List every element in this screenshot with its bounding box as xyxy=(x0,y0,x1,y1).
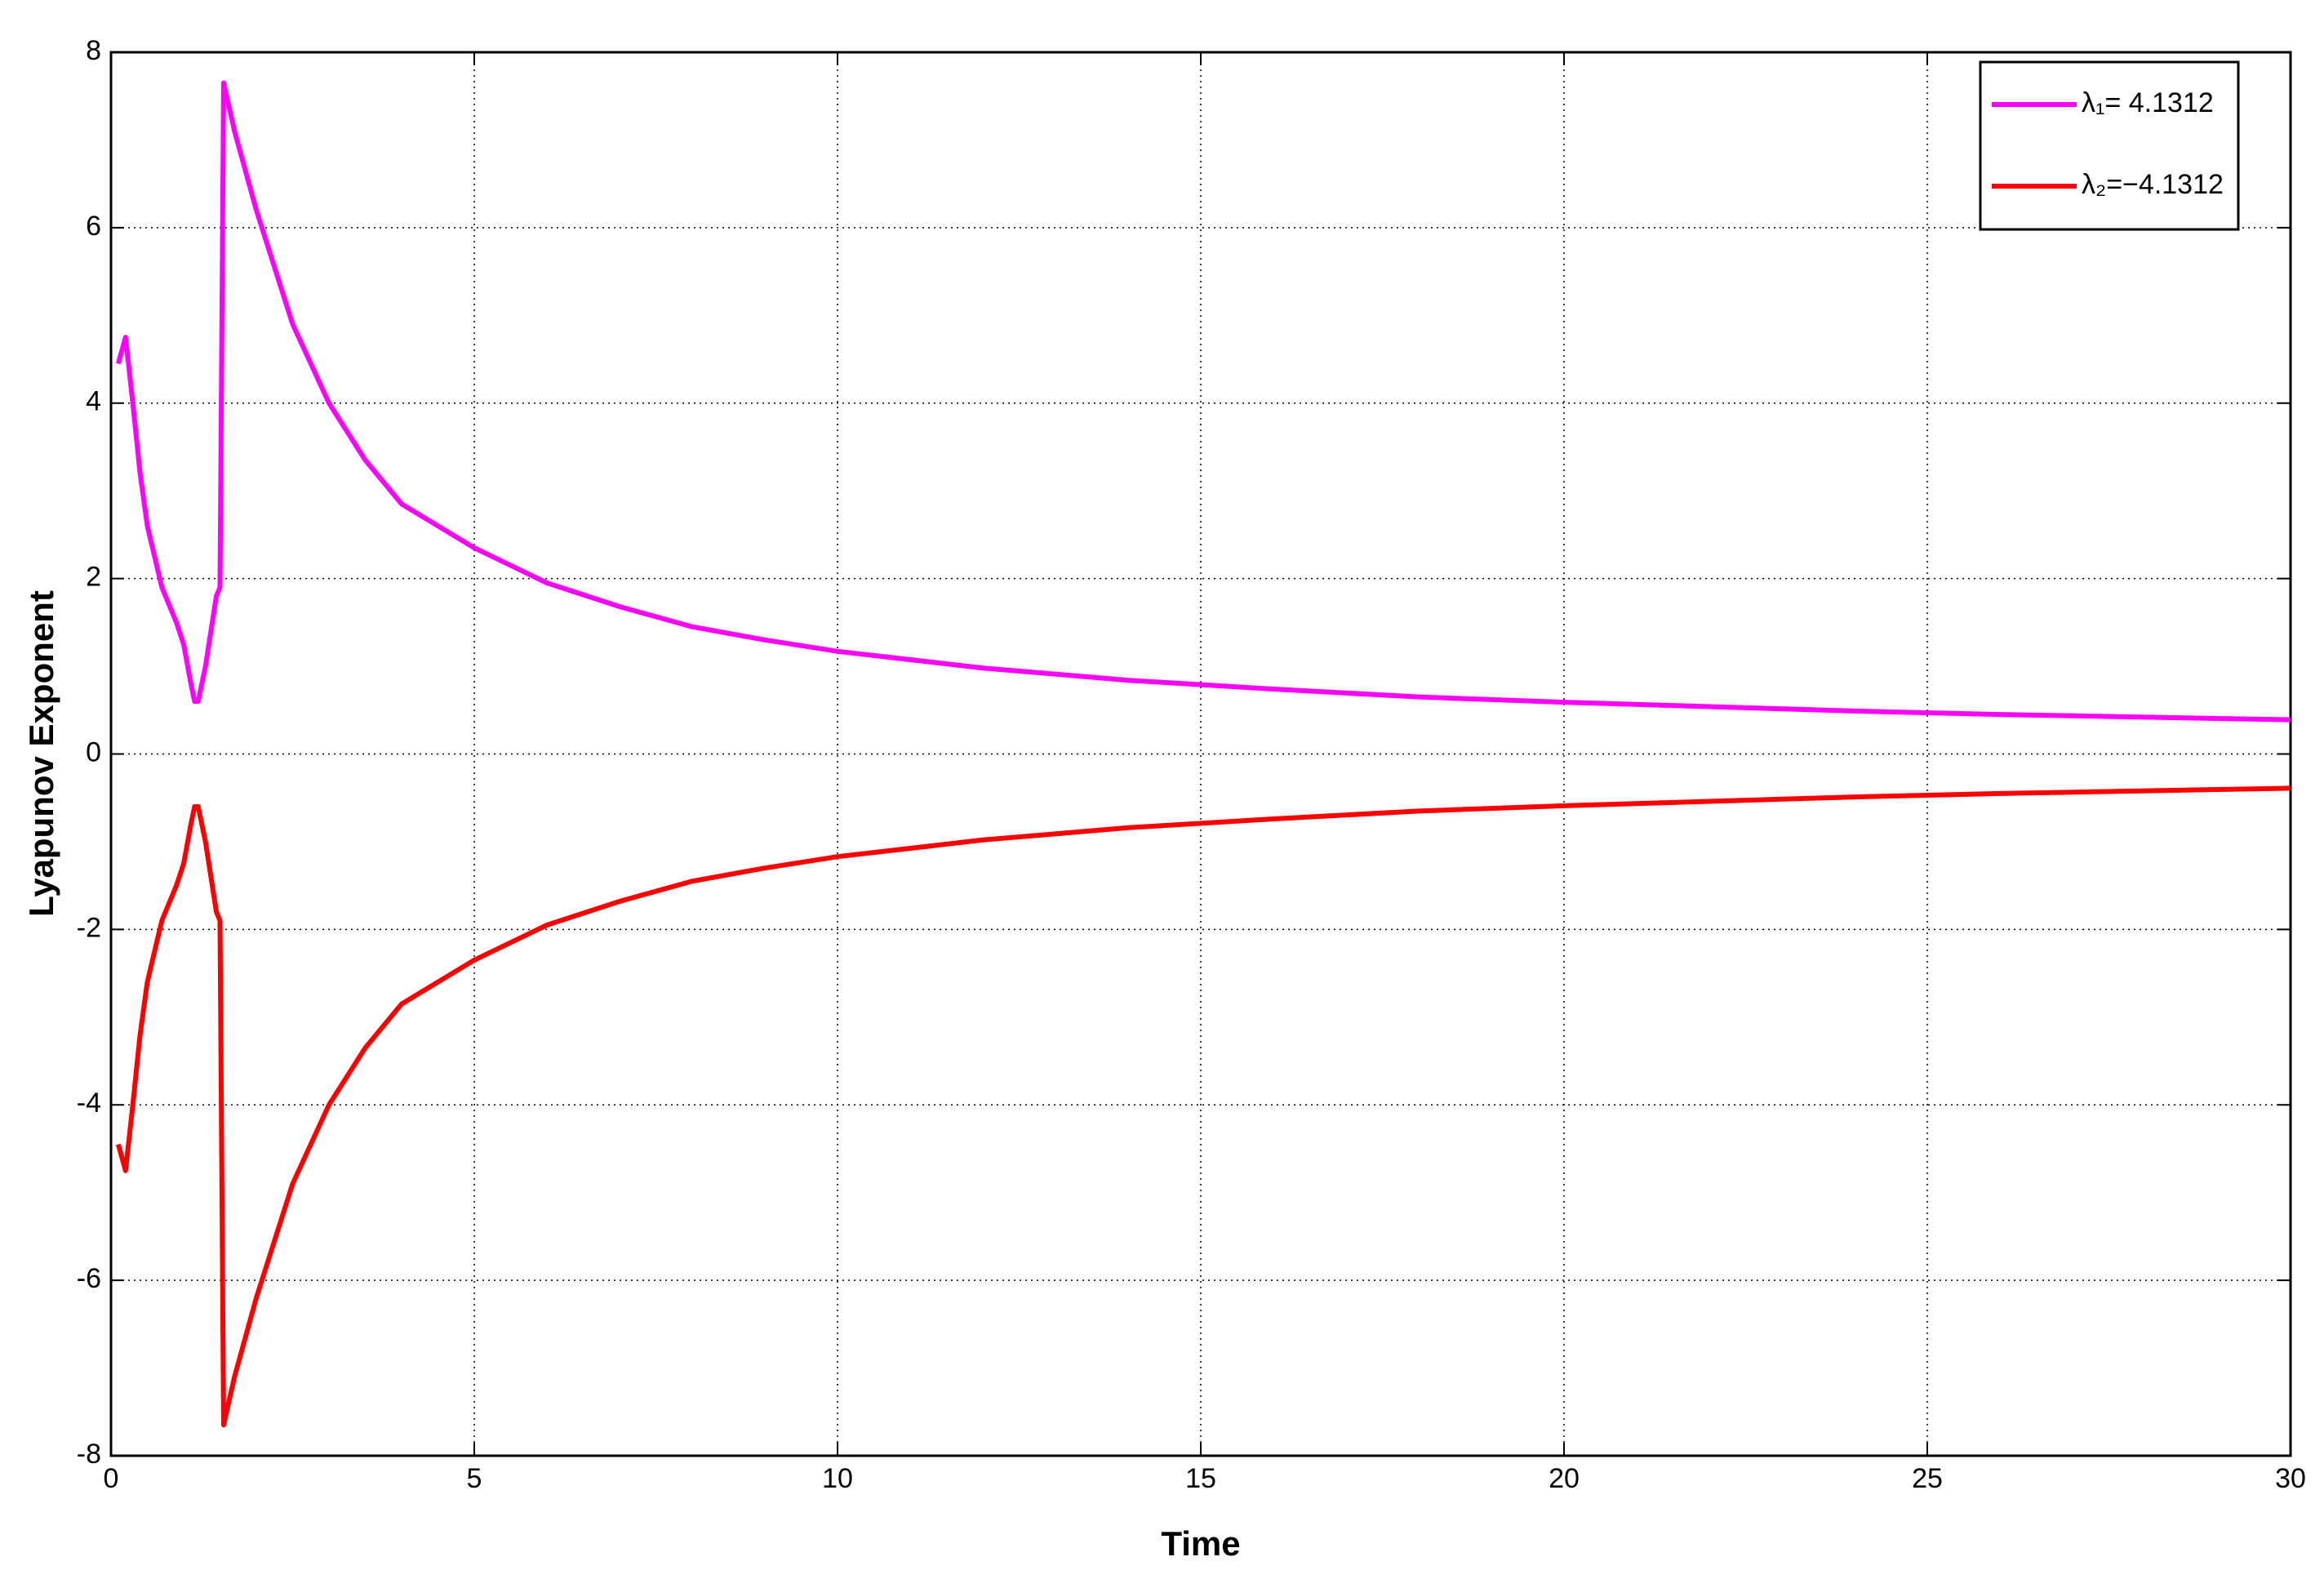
y-tick-label: -8 xyxy=(77,1439,101,1470)
y-tick-label: 8 xyxy=(86,35,101,66)
legend-box xyxy=(1979,60,2240,231)
y-tick-label: 0 xyxy=(86,736,101,767)
series-line xyxy=(116,80,2291,723)
x-tick-label: 5 xyxy=(467,1463,482,1494)
y-tick-label: -4 xyxy=(77,1088,101,1119)
y-tick-label: 2 xyxy=(86,562,101,593)
x-tick-label: 25 xyxy=(1912,1463,1943,1494)
y-tick-label: -2 xyxy=(77,912,101,943)
y-axis-label: Lyapunov Exponent xyxy=(22,590,60,917)
x-tick-label: 0 xyxy=(104,1463,119,1494)
legend-label: λ₂=−4.1312 xyxy=(2082,169,2224,200)
plot-frame xyxy=(109,51,2292,1457)
x-tick-label: 30 xyxy=(2275,1463,2306,1494)
x-axis-label: Time xyxy=(1161,1524,1240,1563)
legend: λ₁= 4.1312 λ₂=−4.1312 xyxy=(1979,60,2240,231)
y-tick-label: 4 xyxy=(86,386,101,417)
x-tick-label: 10 xyxy=(822,1463,853,1494)
y-tick-label: 6 xyxy=(86,211,101,242)
series-line xyxy=(116,785,2291,1428)
legend-label: λ₁= 4.1312 xyxy=(2082,87,2214,118)
x-tick-label: 15 xyxy=(1185,1463,1216,1494)
y-tick-label: -6 xyxy=(77,1263,101,1294)
x-tick-label: 20 xyxy=(1549,1463,1580,1494)
